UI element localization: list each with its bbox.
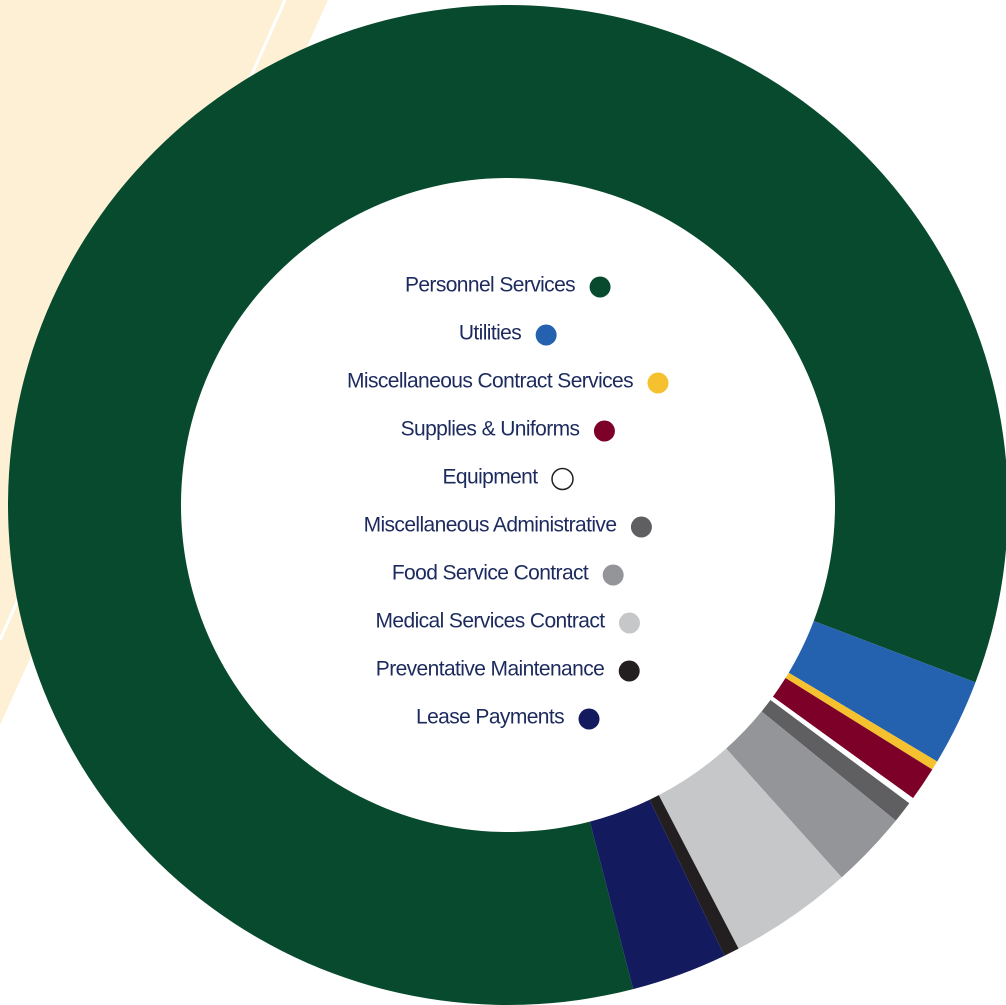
donut-segment bbox=[658, 748, 842, 949]
legend-label: Lease Payments bbox=[416, 706, 564, 729]
legend-swatch bbox=[593, 420, 615, 442]
legend-label: Utilities bbox=[459, 322, 521, 345]
legend-label: Preventative Maintenance bbox=[376, 658, 604, 681]
legend: Personnel Services Utilities Miscellaneous… bbox=[347, 274, 669, 730]
legend-swatch bbox=[618, 660, 640, 682]
legend-label: Food Service Contract bbox=[392, 562, 589, 585]
legend-swatch bbox=[589, 276, 611, 298]
legend-swatch bbox=[535, 324, 557, 346]
legend-swatch bbox=[647, 372, 669, 394]
legend-label: Personnel Services bbox=[405, 274, 575, 297]
legend-swatch bbox=[630, 516, 652, 538]
legend-label: Miscellaneous Administrative bbox=[364, 514, 617, 537]
legend-swatch bbox=[578, 708, 600, 730]
legend-label: Miscellaneous Contract Services bbox=[347, 370, 633, 393]
donut-segment bbox=[788, 621, 976, 762]
donut-segment bbox=[770, 696, 914, 804]
donut-segment bbox=[726, 711, 896, 878]
legend-label: Supplies & Uniforms bbox=[401, 418, 580, 441]
donut-segment bbox=[649, 795, 739, 956]
legend-swatch bbox=[551, 467, 574, 491]
donut-segment bbox=[761, 700, 910, 821]
donut-segment bbox=[8, 5, 1006, 1005]
legend-swatch bbox=[602, 564, 624, 586]
donut-segment bbox=[785, 672, 938, 770]
legend-swatch bbox=[618, 612, 640, 634]
donut-segment bbox=[589, 799, 725, 990]
legend-label: Medical Services Contract bbox=[376, 610, 606, 633]
donut-segment bbox=[772, 677, 933, 799]
legend-label: Equipment bbox=[443, 466, 539, 489]
